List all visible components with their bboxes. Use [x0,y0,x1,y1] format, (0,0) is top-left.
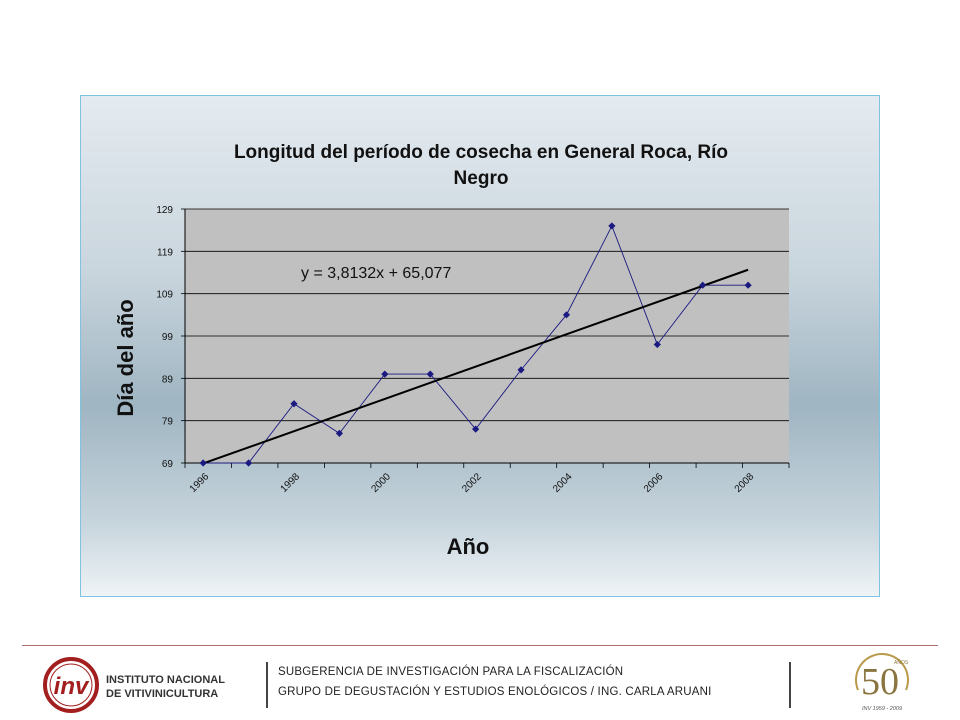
x-tick-label: 1998 [279,471,303,495]
y-tick-label: 99 [162,332,174,343]
data-point [244,459,253,467]
anniversary-small: AÑOS [894,659,909,666]
data-point [199,459,207,467]
inv-logo-line1: INSTITUTO NACIONAL [106,674,225,686]
data-point [381,370,389,378]
data-point [472,425,480,433]
x-tick-label: 2004 [551,471,575,495]
data-point [699,281,707,289]
x-tick-label: 2008 [733,471,757,495]
data-point [608,222,616,230]
y-tick-label: 109 [156,290,173,301]
y-tick-label: 119 [157,247,173,258]
y-axis-label: Día del año [113,299,138,416]
anniversary-number: 50 [861,661,899,703]
data-point [653,340,661,349]
y-tick-label: 79 [162,417,174,428]
x-tick-label: 2006 [642,471,666,495]
anniversary-years: INV 1959 - 2009 [862,706,902,712]
x-tick-label: 2000 [369,471,393,495]
data-point [517,366,525,374]
inv-logo: inv INSTITUTO NACIONAL DE VITIVINICULTUR… [43,657,225,713]
x-tick-label: 2002 [460,471,484,495]
data-point [744,281,752,289]
footer-line1: SUBGERENCIA DE INVESTIGACIÓN PARA LA FIS… [278,666,624,678]
chart-title-line2: Negro [454,168,509,189]
inv-logo-mark: inv [54,673,90,700]
footer-separator-left [266,662,268,708]
footer-line2: GRUPO DE DEGUSTACIÓN Y ESTUDIOS ENOLÓGIC… [278,686,712,698]
chart-panel: Longitud del período de cosecha en Gener… [80,95,880,597]
chart-svg: Longitud del período de cosecha en Gener… [113,142,790,559]
data-point [290,400,298,408]
footer-divider [22,645,938,646]
inv-logo-line2: DE VITIVINICULTURA [106,688,218,700]
footer-separator-right [789,662,791,708]
trendline-equation: y = 3,8132x + 65,077 [301,265,451,282]
anniversary-logo: 50 AÑOS INV 1959 - 2009 [855,653,909,712]
footer-text: SUBGERENCIA DE INVESTIGACIÓN PARA LA FIS… [278,662,712,702]
data-point [426,370,434,378]
x-tick-label: 1996 [188,471,212,495]
y-tick-label: 89 [162,374,174,385]
y-tick-label: 69 [162,459,174,470]
data-point [335,429,344,437]
chart-title-line1: Longitud del período de cosecha en Gener… [234,142,728,163]
x-axis-label: Año [447,534,490,559]
trendline [202,268,749,465]
y-tick-label: 129 [156,205,173,216]
